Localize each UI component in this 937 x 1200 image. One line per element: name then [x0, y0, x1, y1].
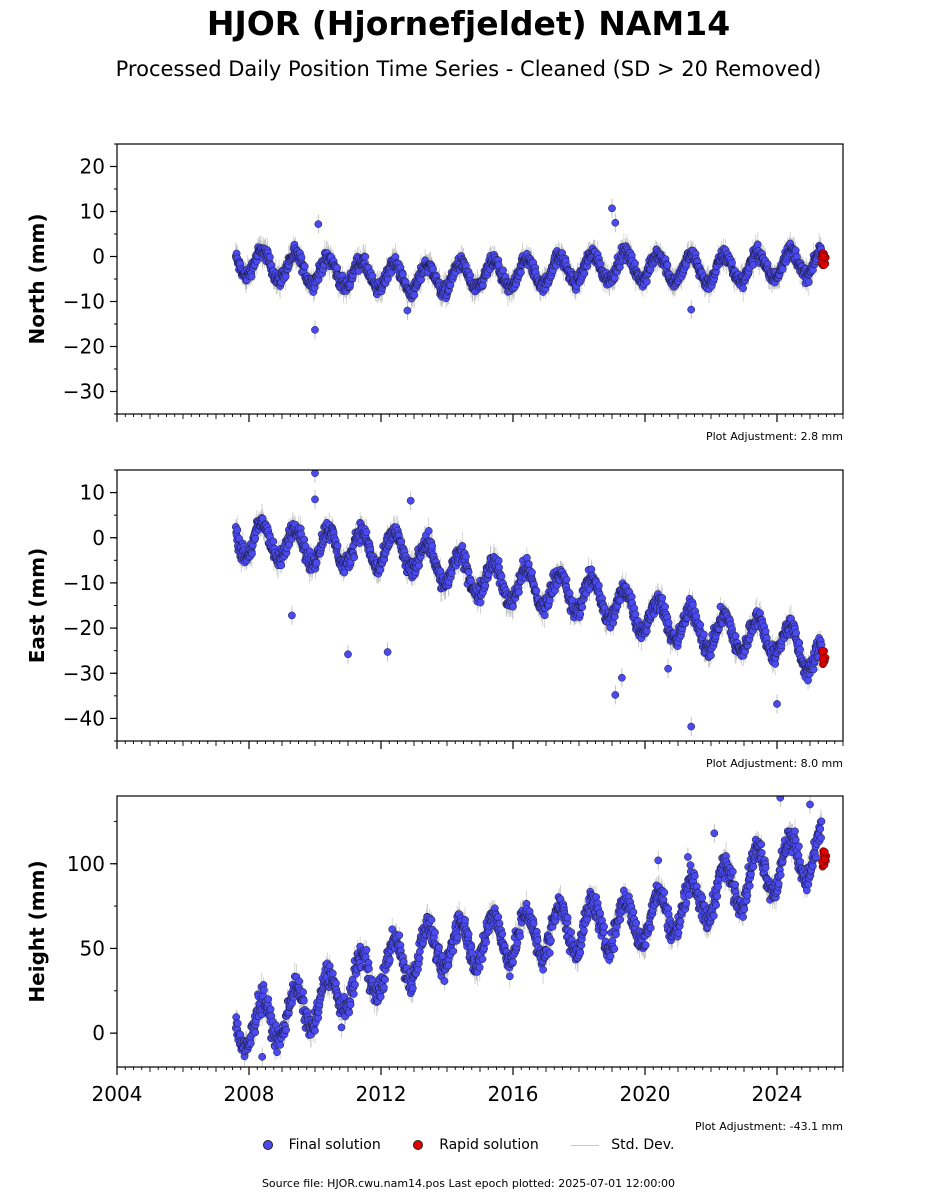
final-solution-point — [499, 266, 507, 275]
final-solution-point — [616, 263, 624, 272]
final-solution-point — [281, 272, 290, 281]
outlier-point — [611, 218, 620, 227]
final-solution-point — [235, 534, 243, 543]
data-layer — [231, 198, 830, 340]
final-solution-point — [663, 261, 672, 269]
final-solution-point — [596, 260, 605, 268]
rapid-solution-point — [820, 261, 829, 269]
final-solution-point — [248, 549, 256, 558]
final-solution-point — [333, 263, 342, 272]
outlier-point — [314, 220, 323, 228]
final-solution-point — [778, 265, 787, 274]
y-tick-label: 0 — [92, 245, 105, 269]
final-solution-point — [642, 277, 651, 286]
outlier-point — [687, 305, 696, 314]
final-solution-points — [231, 470, 826, 731]
outlier-point — [311, 326, 319, 334]
y-tick-label: −20 — [63, 335, 105, 359]
final-solution-point — [753, 240, 762, 249]
final-solution-point — [362, 528, 371, 536]
final-solution-point — [580, 269, 589, 278]
final-solution-point — [804, 278, 813, 287]
final-solution-point — [728, 258, 736, 267]
panel-1: 20 10 0 −10 −20 −30 North (mm) Plot Adjustment:… — [25, 143, 844, 443]
chart-title: HJOR (Hjornefjeldet) NAM14 — [206, 4, 731, 43]
y-tick-label: 10 — [80, 200, 105, 224]
final-solution-point — [350, 553, 359, 562]
plot-adjustment-label: Plot Adjustment: 2.8 mm — [706, 430, 843, 443]
rapid-solution-point — [819, 252, 828, 260]
final-solution-point — [631, 259, 639, 268]
final-solution-point — [269, 537, 278, 546]
final-solution-point — [361, 252, 370, 261]
data-layer — [231, 470, 830, 737]
y-tick-label: −30 — [63, 380, 105, 404]
outlier-point — [403, 306, 412, 315]
y-tick-label: 20 — [80, 155, 105, 179]
final-solution-point — [333, 541, 342, 550]
final-solution-point — [266, 253, 274, 261]
final-solution-point — [251, 534, 260, 543]
final-solution-point — [247, 272, 256, 281]
final-solution-point — [517, 268, 525, 277]
final-solution-point — [791, 246, 800, 255]
final-solution-point — [233, 526, 242, 534]
final-solution-point — [739, 284, 747, 293]
final-solution-point — [300, 262, 309, 271]
final-solution-points — [231, 204, 826, 334]
outlier-point — [608, 204, 616, 213]
final-solution-point — [300, 535, 309, 544]
final-solution-point — [277, 561, 286, 570]
final-solution-point — [429, 265, 437, 273]
chart-subtitle: Processed Daily Position Time Series - C… — [115, 57, 822, 81]
rapid-solution-points — [817, 249, 830, 270]
final-solution-point — [312, 558, 321, 567]
final-solution-point — [399, 270, 407, 279]
y-axis-label: North (mm) — [25, 213, 49, 344]
final-solution-point — [410, 291, 419, 300]
y-tick-label: −10 — [63, 290, 105, 314]
